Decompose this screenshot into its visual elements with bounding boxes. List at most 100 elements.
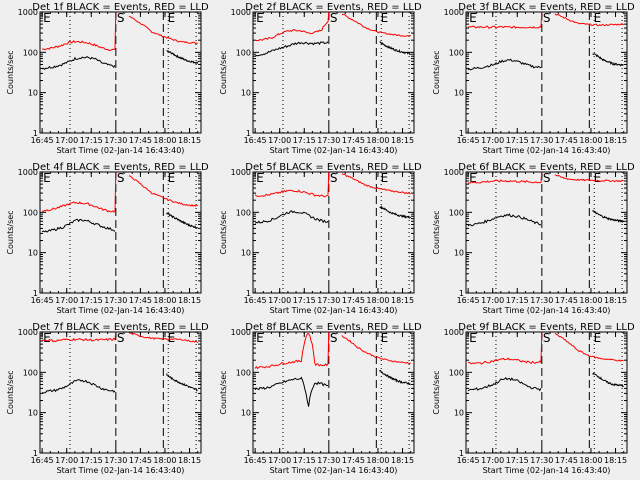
x-tick-label: 18:15 (604, 296, 627, 305)
y-tick-label: 1 (459, 129, 464, 138)
y-tick-label: 1000 (18, 168, 38, 177)
x-tick-label: 17:30 (104, 136, 127, 145)
marker-S: S (330, 331, 338, 345)
lld-series-pre (468, 171, 543, 184)
y-tick-label: 10 (241, 409, 251, 418)
panel-title: Det 6f BLACK = Events, RED = LLD (458, 162, 635, 173)
panel-3: Det 3f BLACK = Events, RED = LLD 1 10 100 10… (432, 2, 635, 155)
y-tick-label: 100 (449, 368, 464, 377)
panel-title: Det 3f BLACK = Events, RED = LLD (458, 2, 635, 13)
y-tick-label: 10 (454, 409, 464, 418)
x-tick-label: 17:15 (80, 136, 103, 145)
x-tick-label: 18:15 (604, 456, 627, 465)
x-tick-label: 18:15 (391, 296, 414, 305)
lld-series-post (554, 332, 624, 362)
lld-series-pre (254, 11, 330, 42)
x-axis-label: Start Time (02-Jan-14 16:43:40) (57, 146, 185, 155)
x-axis-label: Start Time (02-Jan-14 16:43:40) (270, 306, 398, 315)
events-series-post (166, 212, 199, 229)
x-tick-label: 17:45 (342, 136, 365, 145)
x-tick-label: 17:00 (481, 456, 504, 465)
x-tick-label: 18:15 (604, 136, 627, 145)
x-tick-label: 17:30 (104, 456, 127, 465)
lld-series-post (341, 173, 411, 195)
panel-8: Det 8f BLACK = Events, RED = LLD 1 10 100 10… (219, 322, 422, 475)
marker-S: S (543, 171, 551, 185)
x-tick-label: 17:15 (80, 456, 103, 465)
marker-E: E (256, 171, 264, 185)
marker-S: S (117, 331, 125, 345)
x-tick-label: 16:45 (31, 136, 54, 145)
events-series-pre (467, 213, 542, 227)
x-tick-label: 17:30 (317, 136, 340, 145)
y-tick-label: 10 (28, 89, 38, 98)
panel-title: Det 5f BLACK = Events, RED = LLD (245, 162, 422, 173)
x-tick-label: 17:45 (555, 456, 578, 465)
events-series-pre (254, 210, 329, 224)
lld-series-pre (254, 331, 330, 370)
x-tick-label: 17:45 (342, 456, 365, 465)
marker-S: S (330, 171, 338, 185)
y-axis-label: Counts/sec (432, 210, 441, 254)
marker-E: E (594, 171, 602, 185)
x-tick-label: 18:15 (178, 296, 201, 305)
x-tick-label: 17:00 (481, 296, 504, 305)
x-tick-label: 17:15 (293, 296, 316, 305)
y-tick-label: 100 (236, 368, 251, 377)
x-tick-label: 18:15 (178, 136, 201, 145)
events-series-pre (467, 58, 542, 71)
marker-E: E (43, 171, 51, 185)
lld-series-post (554, 174, 624, 183)
y-axis-label: Counts/sec (6, 370, 15, 414)
lld-series-pre (254, 171, 330, 198)
lld-series-pre (467, 331, 543, 365)
x-tick-label: 18:00 (366, 456, 389, 465)
events-series-post (379, 369, 412, 385)
x-tick-label: 18:15 (178, 456, 201, 465)
panel-4: Det 4f BLACK = Events, RED = LLD 1 10 100 10… (6, 162, 209, 315)
axes-frame (39, 171, 202, 294)
x-tick-label: 17:00 (55, 136, 78, 145)
lld-series-post (554, 13, 625, 27)
axes-frame (252, 171, 415, 294)
panel-title: Det 2f BLACK = Events, RED = LLD (245, 2, 422, 13)
marker-S: S (117, 11, 125, 25)
x-tick-label: 17:45 (555, 296, 578, 305)
y-tick-label: 10 (241, 89, 251, 98)
x-tick-label: 16:45 (244, 136, 267, 145)
marker-E: E (469, 11, 477, 25)
x-tick-label: 18:00 (366, 136, 389, 145)
x-axis-label: Start Time (02-Jan-14 16:43:40) (57, 306, 185, 315)
x-axis-label: Start Time (02-Jan-14 16:43:40) (483, 146, 611, 155)
events-series-post (592, 209, 625, 223)
x-tick-label: 17:45 (129, 296, 152, 305)
x-tick-label: 17:30 (530, 136, 553, 145)
marker-E: E (381, 11, 389, 25)
marker-E: E (256, 11, 264, 25)
panel-2: Det 2f BLACK = Events, RED = LLD 1 10 100 10… (219, 2, 422, 155)
x-tick-label: 17:30 (317, 296, 340, 305)
x-tick-label: 17:00 (268, 456, 291, 465)
lld-series-pre (41, 11, 117, 52)
x-tick-label: 17:15 (506, 296, 529, 305)
y-tick-label: 1 (459, 289, 464, 298)
x-tick-label: 17:45 (555, 136, 578, 145)
x-tick-label: 16:45 (31, 456, 54, 465)
marker-S: S (543, 331, 551, 345)
axes-frame (465, 11, 628, 134)
events-series-pre (41, 55, 116, 70)
y-tick-label: 1 (246, 289, 251, 298)
marker-S: S (543, 11, 551, 25)
x-tick-label: 18:00 (366, 296, 389, 305)
x-tick-label: 17:15 (293, 456, 316, 465)
marker-E: E (469, 331, 477, 345)
lld-series-post (341, 13, 411, 37)
x-axis-label: Start Time (02-Jan-14 16:43:40) (483, 306, 611, 315)
y-tick-label: 100 (449, 48, 464, 57)
y-tick-label: 1 (33, 129, 38, 138)
panel-9: Det 9f BLACK = Events, RED = LLD 1 10 100 10… (432, 322, 635, 475)
x-tick-label: 17:15 (80, 296, 103, 305)
marker-S: S (117, 171, 125, 185)
x-tick-label: 18:15 (391, 136, 414, 145)
panel-7: Det 7f BLACK = Events, RED = LLD 1 10 100 10… (6, 322, 209, 475)
